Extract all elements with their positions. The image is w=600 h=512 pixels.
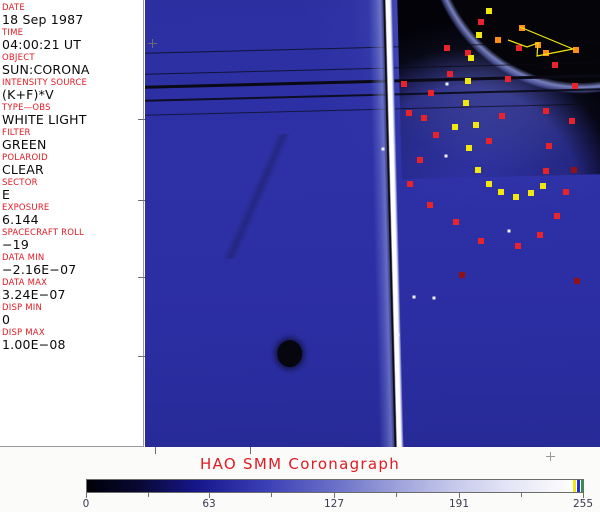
plot-title: HAO SMM Coronagraph <box>200 455 400 473</box>
meta-key-intensity-source: INTENSITY SOURCE <box>2 78 88 88</box>
meta-row-date: DATE 18 Sep 1987 <box>2 3 143 27</box>
colorbar-stripe <box>572 480 576 492</box>
colorbar-tick <box>459 493 460 498</box>
colorbar-minor-tick <box>147 493 149 497</box>
meta-value-intensity-source: (K+F)*V <box>2 87 54 102</box>
meta-row-spacecraft-roll: SPACECRAFT ROLL −19 <box>2 228 143 252</box>
colorbar-stripe <box>577 480 580 492</box>
meta-key-object: OBJECT <box>2 53 35 63</box>
meta-row-type-obs: TYPE—OBS WHITE LIGHT <box>2 103 143 127</box>
colorbar-stripe <box>580 480 583 492</box>
meta-value-time: 04:00:21 UT <box>2 37 82 52</box>
meta-row-exposure: EXPOSURE 6.144 <box>2 203 143 227</box>
meta-value-sector: E <box>2 187 11 202</box>
meta-value-data-max: 3.24E−07 <box>2 287 66 302</box>
meta-row-disp-min: DISP MIN 0 <box>2 303 143 327</box>
axis-tick-left-1 <box>138 119 145 120</box>
colorbar-tick-label: 0 <box>82 498 90 510</box>
colorbar-tick <box>209 493 210 498</box>
colorbar[interactable] <box>86 479 584 493</box>
meta-value-data-min: −2.16E−07 <box>2 262 77 277</box>
meta-key-filter: FILTER <box>2 128 31 138</box>
meta-key-date: DATE <box>2 3 25 13</box>
meta-row-data-min: DATA MIN −2.16E−07 <box>2 253 143 277</box>
meta-key-sector: SECTOR <box>2 178 38 188</box>
colorbar-tick-label: 127 <box>323 498 345 510</box>
meta-row-sector: SECTOR E <box>2 178 143 202</box>
reference-crosshair-lower-right <box>546 452 555 461</box>
colorbar-tick-label: 63 <box>202 498 216 510</box>
meta-value-disp-min: 0 <box>2 312 11 327</box>
colorbar-tick <box>583 493 584 498</box>
coronagraph-image[interactable] <box>145 0 600 447</box>
meta-value-date: 18 Sep 1987 <box>2 12 84 27</box>
colorbar-tick-label: 191 <box>448 498 470 510</box>
meta-key-disp-min: DISP MIN <box>2 303 43 313</box>
meta-key-time: TIME <box>2 28 24 38</box>
coronal-ray <box>157 132 356 261</box>
meta-value-disp-max: 1.00E−08 <box>2 337 66 352</box>
colorbar-gradient <box>86 479 584 493</box>
colorbar-minor-tick <box>521 493 523 497</box>
meta-value-filter: GREEN <box>2 137 47 152</box>
meta-key-disp-max: DISP MAX <box>2 328 45 338</box>
meta-key-exposure: EXPOSURE <box>2 203 50 213</box>
colorbar-axis: 0 63 127 191 255 <box>82 493 593 511</box>
meta-row-filter: FILTER GREEN <box>2 128 143 152</box>
meta-key-polaroid: POLAROID <box>2 153 48 163</box>
coronagraph-frame <box>145 0 600 447</box>
meta-key-spacecraft-roll: SPACECRAFT ROLL <box>2 228 84 238</box>
meta-value-exposure: 6.144 <box>2 212 39 227</box>
meta-row-disp-max: DISP MAX 1.00E−08 <box>2 328 143 352</box>
meta-row-time: TIME 04:00:21 UT <box>2 28 143 52</box>
meta-value-type-obs: WHITE LIGHT <box>2 112 87 127</box>
axis-tick-left-3 <box>138 277 145 278</box>
axis-tick-left-2 <box>138 200 145 201</box>
axis-tick-bottom-1 <box>155 447 156 454</box>
colorbar-tick <box>334 493 335 498</box>
meta-value-object: SUN:CORONA <box>2 62 90 77</box>
meta-value-spacecraft-roll: −19 <box>2 237 29 252</box>
colorbar-minor-tick <box>271 493 273 497</box>
reference-crosshair-upper-left <box>148 39 157 48</box>
meta-row-intensity-source: INTENSITY SOURCE (K+F)*V <box>2 78 143 102</box>
meta-row-object: OBJECT SUN:CORONA <box>2 53 143 77</box>
meta-key-data-min: DATA MIN <box>2 253 45 263</box>
meta-key-data-max: DATA MAX <box>2 278 48 288</box>
meta-row-data-max: DATA MAX 3.24E−07 <box>2 278 143 302</box>
axis-tick-bottom-2 <box>250 447 251 454</box>
meta-row-polaroid: POLAROID CLEAR <box>2 153 143 177</box>
colorbar-minor-tick <box>396 493 398 497</box>
meta-key-type-obs: TYPE—OBS <box>2 103 51 113</box>
meta-value-polaroid: CLEAR <box>2 162 44 177</box>
axis-tick-left-4 <box>138 356 145 357</box>
metadata-panel: DATE 18 Sep 1987 TIME 04:00:21 UT OBJECT… <box>0 0 144 447</box>
colorbar-tick-label: 255 <box>572 498 594 510</box>
colorbar-tick <box>86 493 87 498</box>
